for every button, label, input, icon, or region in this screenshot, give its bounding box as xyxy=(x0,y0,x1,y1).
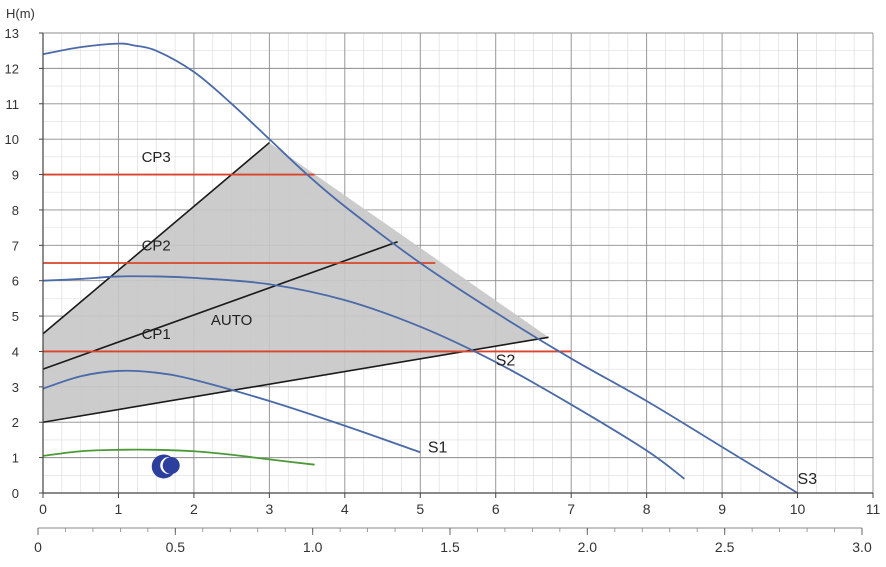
x-tick-label: 7 xyxy=(567,501,575,517)
x-tick-label: 2 xyxy=(190,501,198,517)
series-s2 xyxy=(42,275,685,480)
y-tick-label: 2 xyxy=(12,415,19,430)
series-label-s2: S2 xyxy=(496,353,516,370)
x-tick-label: 10 xyxy=(790,501,806,517)
x-tick-label: 4 xyxy=(341,501,349,517)
y-tick-label: 11 xyxy=(6,97,20,112)
auto-label: AUTO xyxy=(211,312,252,329)
y-tick-label: 3 xyxy=(12,380,19,395)
x-tick-label: 1 xyxy=(115,501,123,517)
y-tick-label: 10 xyxy=(5,132,19,147)
secondary-x-tick-label: 0 xyxy=(34,539,42,555)
cp-label-cp2: CP2 xyxy=(142,238,171,255)
x-tick-label: 0 xyxy=(39,501,47,517)
x-tick-label: 9 xyxy=(718,501,726,517)
y-tick-label: 1 xyxy=(12,451,19,466)
x-tick-label: 8 xyxy=(643,501,651,517)
moon-icon-inner xyxy=(162,456,180,474)
secondary-x-tick-label: 2.0 xyxy=(578,539,598,555)
x-tick-label: 6 xyxy=(492,501,500,517)
secondary-x-tick-label: 3.0 xyxy=(852,539,872,555)
y-tick-label: 12 xyxy=(5,61,19,76)
x-tick-label: 3 xyxy=(265,501,273,517)
secondary-x-tick-label: 1.5 xyxy=(440,539,460,555)
secondary-x-tick-label: 2.5 xyxy=(715,539,735,555)
y-tick-label: 9 xyxy=(12,168,19,183)
secondary-x-tick-label: 0.5 xyxy=(166,539,186,555)
series-night-mode xyxy=(42,448,315,466)
y-tick-label: 4 xyxy=(12,344,19,359)
series-label-s1: S1 xyxy=(428,439,448,456)
cp-label-cp1: CP1 xyxy=(142,326,171,343)
y-tick-label: 0 xyxy=(12,486,19,501)
series-s1 xyxy=(42,369,421,454)
y-tick-label: 5 xyxy=(12,309,19,324)
cp-label-cp3: CP3 xyxy=(142,149,171,166)
series-label-s3: S3 xyxy=(798,471,818,488)
y-tick-label: 13 xyxy=(5,26,19,41)
y-tick-label: 8 xyxy=(12,203,19,218)
y-tick-label: 6 xyxy=(12,274,19,289)
y-axis-label: H(m) xyxy=(6,6,35,21)
y-tick-label: 7 xyxy=(12,238,19,253)
x-tick-label: 5 xyxy=(416,501,424,517)
x-tick-label: 11 xyxy=(866,501,881,517)
series-s3 xyxy=(42,42,799,494)
secondary-x-tick-label: 1.0 xyxy=(303,539,323,555)
